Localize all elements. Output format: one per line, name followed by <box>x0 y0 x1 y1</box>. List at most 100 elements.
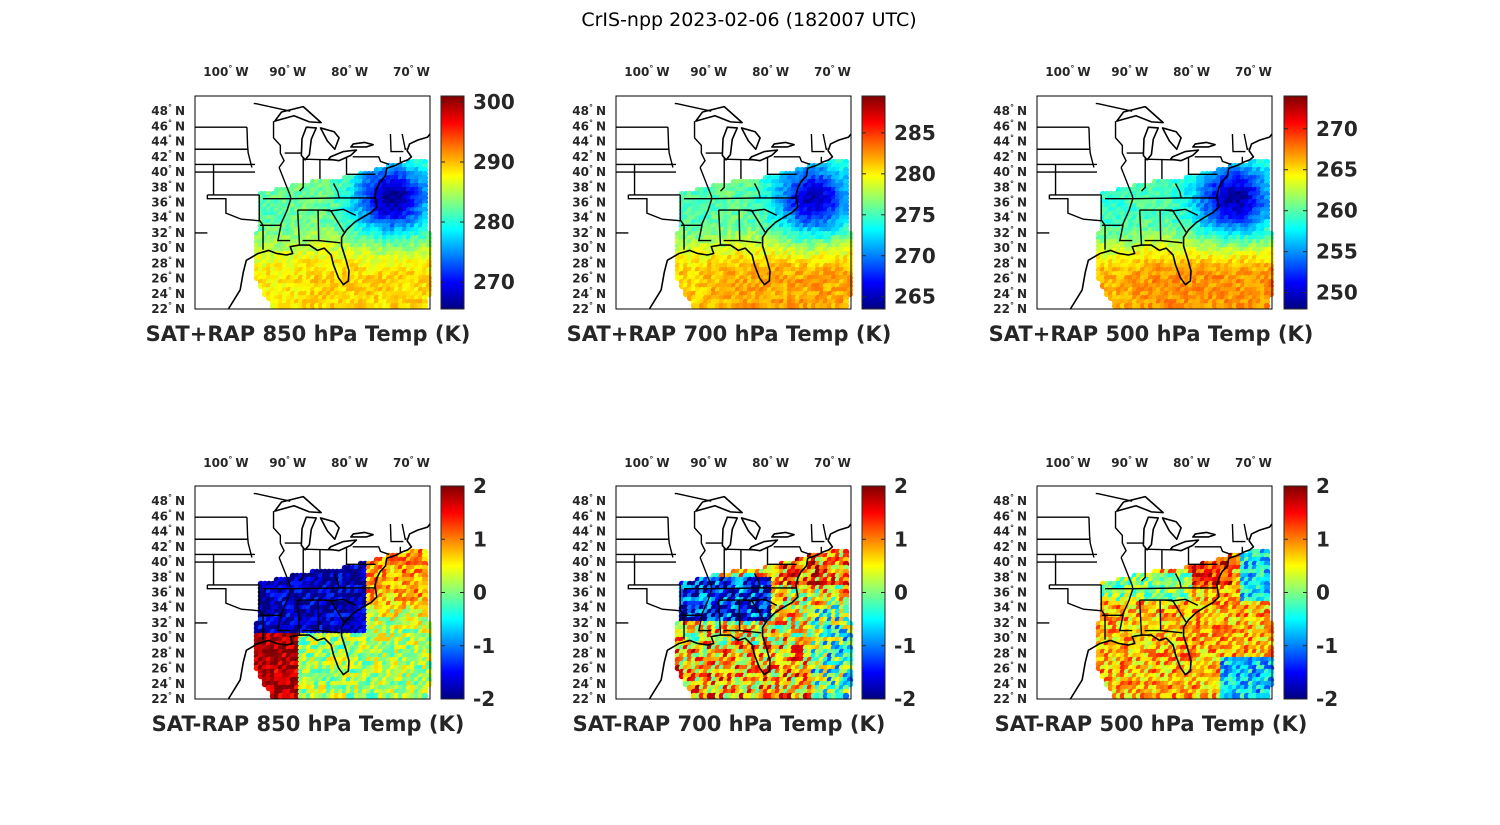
lon-tick-label: 70° W <box>1235 64 1272 79</box>
great-lake <box>273 105 322 124</box>
lat-tick-label: 42° N <box>151 149 185 164</box>
colorbar-tick-label: 270 <box>473 270 515 294</box>
colorbar-tick-label: 280 <box>473 210 515 234</box>
lon-tick-label: 100° W <box>1045 64 1090 79</box>
state-boundary <box>773 156 811 166</box>
lat-tick-label: 40° N <box>993 164 1027 179</box>
panel-title: SAT+RAP 700 hPa Temp (K) <box>567 322 892 346</box>
lon-tick-label: 100° W <box>624 64 669 79</box>
state-boundary <box>352 156 390 166</box>
map-outlines <box>195 102 431 310</box>
figure-title: CrIS-npp 2023-02-06 (182007 UTC) <box>581 9 916 31</box>
colorbar-tick-label: 285 <box>894 121 936 145</box>
lat-tick-label: 30° N <box>572 240 606 255</box>
state-boundary <box>389 134 404 153</box>
lat-tick-label: 46° N <box>151 118 185 133</box>
heatmap-field <box>1095 158 1275 310</box>
lat-tick-label: 40° N <box>572 164 606 179</box>
state-boundary <box>259 224 291 242</box>
lat-tick-label: 22° N <box>993 301 1027 316</box>
colorbar-gradient <box>1283 95 1308 310</box>
colorbar-tick-label: 290 <box>473 150 515 174</box>
state-boundary <box>246 127 253 168</box>
lat-tick-label: 30° N <box>993 240 1027 255</box>
lon-tick-label: 80° W <box>331 64 368 79</box>
state-boundary <box>717 210 722 246</box>
panel-title: SAT+RAP 500 hPa Temp (K) <box>989 322 1314 346</box>
lon-tick-label: 70° W <box>393 64 430 79</box>
state-boundary <box>299 158 304 192</box>
lat-tick-label: 32° N <box>572 225 606 240</box>
state-boundary <box>667 127 674 168</box>
state-boundary <box>332 183 340 199</box>
lat-tick-label: 28° N <box>151 255 185 270</box>
state-boundary <box>684 197 796 200</box>
colorbar-tick-label: 265 <box>1316 158 1358 182</box>
panels-container: 100° W 90° W 80° W 70° W48° N46° N44° N42° N40° N38°… <box>146 64 1358 736</box>
lat-tick-label: 28° N <box>993 255 1027 270</box>
lat-tick-label: 24° N <box>572 286 606 301</box>
state-boundary <box>329 209 345 233</box>
heatmap-cell <box>842 302 850 310</box>
lat-tick-label: 48° N <box>993 103 1027 118</box>
state-boundary <box>693 121 706 168</box>
colorbar-tick-label: 250 <box>1316 281 1358 305</box>
lat-tick-label: 36° N <box>993 195 1027 210</box>
state-boundary <box>278 167 292 199</box>
colorbar-tick-label: 260 <box>1316 199 1358 223</box>
state-boundary <box>253 102 291 112</box>
state-boundary <box>810 134 825 153</box>
great-lake <box>748 149 779 162</box>
lat-tick-label: 38° N <box>993 179 1027 194</box>
panel-1: 100° W 90° W 80° W 70° W48° N46° N44° N42° N40° N38°… <box>146 64 515 346</box>
heatmap-field <box>674 158 854 310</box>
lat-tick-label: 26° N <box>572 271 606 286</box>
lat-tick-label: 26° N <box>993 271 1027 286</box>
panel-2: 100° W 90° W 80° W 70° W48° N46° N44° N42° N40° N38°… <box>567 64 936 346</box>
lon-tick-label: 100° W <box>203 64 248 79</box>
lat-tick-label: 30° N <box>151 240 185 255</box>
panel-3: 100° W 90° W 80° W 70° W48° N46° N44° N42° N40° N38°… <box>989 64 1358 346</box>
lat-tick-label: 42° N <box>993 149 1027 164</box>
state-boundary <box>743 208 778 217</box>
state-boundary <box>345 156 376 176</box>
map-frame <box>194 95 431 310</box>
coastline <box>227 133 431 310</box>
great-lake <box>740 127 761 151</box>
heatmap-cell <box>846 290 854 298</box>
heatmap-cell <box>425 290 433 298</box>
lon-tick-label: 90° W <box>690 64 727 79</box>
heatmap-cell <box>1263 302 1271 310</box>
lat-tick-label: 38° N <box>151 179 185 194</box>
state-boundary <box>296 210 301 246</box>
colorbar-tick-label: 265 <box>894 285 936 309</box>
state-boundary <box>753 183 761 199</box>
great-lake <box>300 126 318 161</box>
colorbar-tick-label: 275 <box>894 203 936 227</box>
lat-tick-label: 34° N <box>572 210 606 225</box>
lat-tick-label: 38° N <box>572 179 606 194</box>
state-boundary <box>401 133 407 151</box>
lat-tick-label: 44° N <box>572 134 606 149</box>
state-boundary <box>318 239 341 244</box>
colorbar-gradient <box>440 95 465 310</box>
panel-title: SAT+RAP 850 hPa Temp (K) <box>146 322 471 346</box>
colorbar-tick-label: 270 <box>1316 117 1358 141</box>
great-lake <box>350 141 374 148</box>
lat-tick-label: 48° N <box>572 103 606 118</box>
lat-tick-label: 32° N <box>151 225 185 240</box>
lat-tick-label: 44° N <box>993 134 1027 149</box>
lat-tick-label: 48° N <box>151 103 185 118</box>
great-lake <box>319 127 340 151</box>
lat-tick-label: 40° N <box>151 164 185 179</box>
lat-tick-label: 28° N <box>572 255 606 270</box>
lon-tick-label: 80° W <box>1173 64 1210 79</box>
state-boundary <box>272 121 285 168</box>
state-boundary <box>700 198 713 226</box>
lat-tick-label: 44° N <box>151 134 185 149</box>
state-boundary <box>750 209 766 233</box>
colorbar-tick-label: 270 <box>894 244 936 268</box>
